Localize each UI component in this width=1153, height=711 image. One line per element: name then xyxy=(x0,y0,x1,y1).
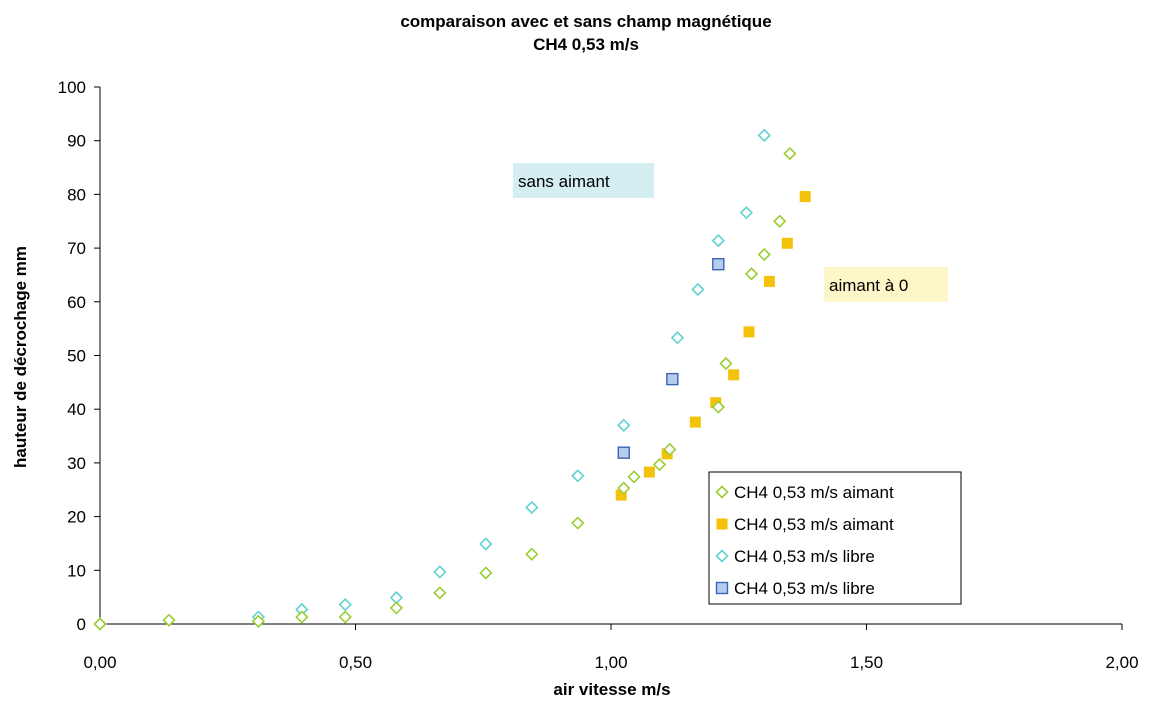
chart-title: comparaison avec et sans champ magnétiqu… xyxy=(400,12,771,31)
legend-marker xyxy=(715,549,729,563)
data-point xyxy=(799,191,811,203)
data-point xyxy=(93,617,107,631)
y-tick-label: 90 xyxy=(67,132,86,151)
y-tick-label: 40 xyxy=(67,400,86,419)
data-point xyxy=(661,448,673,460)
series-2 xyxy=(615,191,811,501)
data-point xyxy=(338,598,352,612)
data-point xyxy=(691,282,705,297)
data-point xyxy=(627,470,641,484)
data-point xyxy=(162,613,176,627)
data-point xyxy=(744,267,759,281)
legend-item: CH4 0,53 m/s libre xyxy=(715,579,875,598)
data-point xyxy=(710,397,722,409)
legend-item: CH4 0,53 m/s aimant xyxy=(716,515,894,534)
data-point xyxy=(571,516,585,530)
data-point xyxy=(617,446,630,459)
y-tick-label: 60 xyxy=(67,293,86,312)
data-point xyxy=(711,233,725,248)
data-point xyxy=(757,128,771,142)
data-point xyxy=(781,237,793,249)
legend-label: CH4 0,53 m/s libre xyxy=(734,547,875,566)
data-point xyxy=(433,586,447,600)
annotation-sans-aimant-box xyxy=(513,163,654,198)
annotation-aimant-a-0-box xyxy=(824,267,948,302)
y-tick-label: 10 xyxy=(67,561,86,580)
y-axis-title: hauteur de décrochage mm xyxy=(11,246,30,468)
data-point xyxy=(643,466,655,478)
series-4 xyxy=(617,258,725,459)
data-point xyxy=(666,372,679,386)
data-point xyxy=(479,566,493,580)
y-tick-label: 0 xyxy=(77,615,86,634)
data-point xyxy=(571,469,585,483)
legend-label: CH4 0,53 m/s libre xyxy=(734,579,875,598)
series-1 xyxy=(93,146,797,631)
data-point xyxy=(525,500,539,515)
data-point xyxy=(251,614,266,628)
data-point xyxy=(617,418,631,432)
chart-subtitle: CH4 0,53 m/s xyxy=(533,35,639,54)
x-tick-label: 0,50 xyxy=(339,653,372,672)
legend-marker xyxy=(716,518,728,530)
data-point xyxy=(479,537,493,551)
y-tick-label: 20 xyxy=(67,508,86,527)
y-tick-label: 50 xyxy=(67,347,86,366)
legend-marker xyxy=(715,485,729,499)
tick-labels: 0 10 20 30 40 50 60 70 80 90 100 0,00 0,50 1,00 1,50 2,… xyxy=(58,78,1139,672)
data-point xyxy=(525,547,539,561)
annotation-aimant-a-0-label: aimant à 0 xyxy=(829,276,908,295)
x-axis-title: air vitesse m/s xyxy=(553,680,670,699)
x-tick-label: 0,00 xyxy=(83,653,116,672)
data-point xyxy=(689,416,701,428)
x-tick-label: 1,50 xyxy=(850,653,883,672)
annotation-sans-aimant-label: sans aimant xyxy=(518,172,610,191)
data-point xyxy=(663,442,677,457)
data-point xyxy=(743,326,755,338)
data-point xyxy=(757,247,771,262)
legend-marker xyxy=(715,581,729,595)
legend-label: CH4 0,53 m/s aimant xyxy=(734,515,894,534)
data-point xyxy=(433,565,447,579)
legend-box xyxy=(708,471,962,605)
y-tick-label: 70 xyxy=(67,239,86,258)
y-tick-label: 100 xyxy=(58,78,86,97)
legend-label: CH4 0,53 m/s aimant xyxy=(734,483,894,502)
annotation-aimant-a-0: aimant à 0 xyxy=(824,267,948,302)
data-point xyxy=(763,275,775,287)
data-point xyxy=(295,610,309,624)
data-point xyxy=(338,610,352,624)
data-point xyxy=(617,481,631,495)
data-point xyxy=(739,206,754,220)
data-point xyxy=(652,457,667,472)
data-point xyxy=(670,331,685,345)
legend: CH4 0,53 m/s aimant CH4 0,53 m/s aimant CH… xyxy=(708,471,962,605)
x-tick-label: 1,00 xyxy=(594,653,627,672)
data-point xyxy=(783,146,797,161)
legend-item: CH4 0,53 m/s aimant xyxy=(715,483,894,502)
data-point xyxy=(772,214,787,228)
data-marks xyxy=(93,128,811,631)
axes xyxy=(94,86,1123,630)
data-point xyxy=(711,400,725,414)
legend-item: CH4 0,53 m/s libre xyxy=(715,547,875,566)
data-point xyxy=(728,369,740,381)
data-point xyxy=(719,356,733,371)
x-tick-label: 2,00 xyxy=(1105,653,1138,672)
y-tick-label: 30 xyxy=(67,454,86,473)
data-point xyxy=(615,489,627,501)
data-point xyxy=(389,601,404,615)
data-point xyxy=(712,258,725,271)
y-tick-label: 80 xyxy=(67,185,86,204)
annotation-sans-aimant: sans aimant xyxy=(513,163,654,198)
